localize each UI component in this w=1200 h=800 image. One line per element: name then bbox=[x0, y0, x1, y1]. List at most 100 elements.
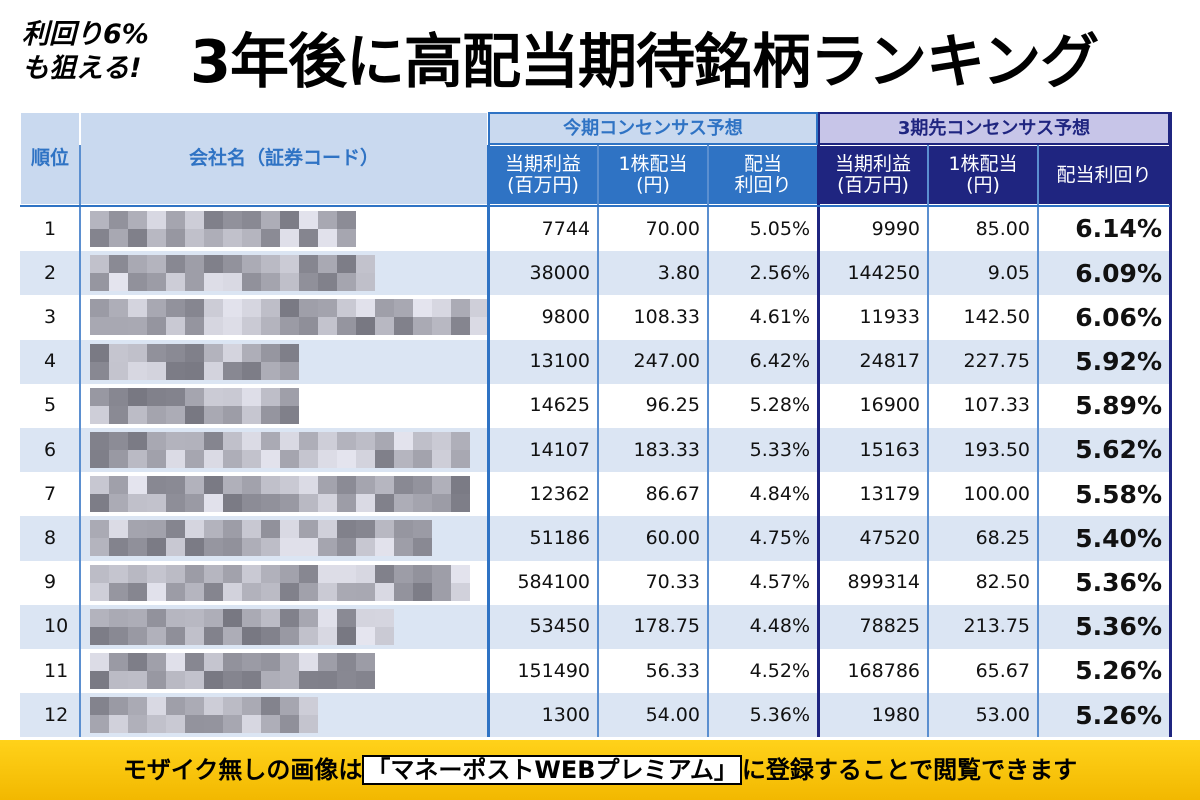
mosaic bbox=[356, 317, 375, 336]
mosaic bbox=[147, 671, 166, 689]
lead-line: も狙える! bbox=[22, 53, 142, 84]
mosaic bbox=[166, 697, 185, 716]
value: 4.84% bbox=[749, 482, 810, 505]
mosaic bbox=[261, 494, 280, 513]
mosaic bbox=[299, 653, 318, 671]
mosaic bbox=[109, 343, 128, 362]
mosaic bbox=[128, 317, 147, 336]
mosaic bbox=[299, 450, 318, 468]
mosaic bbox=[413, 494, 432, 513]
value: 227.75 bbox=[963, 350, 1030, 373]
mosaic bbox=[90, 494, 109, 513]
mosaic bbox=[223, 387, 242, 406]
mosaic bbox=[185, 317, 204, 336]
mosaic bbox=[166, 405, 185, 424]
value: 56.33 bbox=[645, 659, 700, 682]
mosaic bbox=[261, 564, 280, 583]
mosaic bbox=[318, 520, 337, 539]
mosaic bbox=[242, 343, 261, 362]
mosaic bbox=[432, 476, 451, 495]
mosaic bbox=[299, 211, 318, 229]
mosaic bbox=[166, 343, 185, 362]
mosaic bbox=[280, 317, 299, 336]
rank: 11 bbox=[44, 659, 69, 682]
value: 4.75% bbox=[749, 527, 810, 550]
value: 142.50 bbox=[963, 306, 1030, 329]
mosaic bbox=[337, 608, 356, 627]
mosaic bbox=[166, 476, 185, 495]
yield: 5.36% bbox=[1075, 612, 1162, 642]
mosaic bbox=[375, 564, 394, 583]
mosaic bbox=[90, 317, 109, 336]
yield: 5.62% bbox=[1075, 435, 1162, 465]
mosaic bbox=[261, 361, 280, 380]
mosaic bbox=[280, 229, 299, 247]
mosaic bbox=[299, 317, 318, 336]
mosaic bbox=[337, 299, 356, 318]
mosaic bbox=[128, 387, 147, 406]
mosaic bbox=[242, 697, 261, 716]
mosaic bbox=[185, 671, 204, 689]
mosaic bbox=[375, 608, 394, 627]
mosaic bbox=[109, 538, 128, 557]
mosaic bbox=[337, 255, 356, 274]
mosaic bbox=[261, 299, 280, 318]
mosaic bbox=[242, 626, 261, 645]
value: 3.80 bbox=[657, 261, 700, 284]
mosaic bbox=[204, 608, 223, 627]
value: 86.67 bbox=[645, 482, 700, 505]
mosaic bbox=[204, 520, 223, 539]
column-header-line: 利回り bbox=[734, 174, 792, 196]
mosaic bbox=[204, 405, 223, 424]
value: 144250 bbox=[847, 261, 920, 284]
mosaic bbox=[90, 715, 109, 734]
mosaic bbox=[394, 299, 413, 318]
mosaic bbox=[242, 255, 261, 274]
value: 247.00 bbox=[633, 350, 700, 373]
mosaic bbox=[318, 608, 337, 627]
mosaic bbox=[356, 538, 375, 557]
mosaic bbox=[318, 538, 337, 557]
mosaic bbox=[337, 273, 356, 292]
mosaic bbox=[90, 432, 109, 450]
mosaic bbox=[242, 361, 261, 380]
mosaic bbox=[147, 432, 166, 450]
mosaic bbox=[432, 317, 451, 336]
value: 68.25 bbox=[975, 527, 1030, 550]
value: 193.50 bbox=[963, 438, 1030, 461]
mosaic bbox=[185, 211, 204, 229]
mosaic bbox=[299, 476, 318, 495]
mosaic bbox=[90, 211, 109, 229]
mosaic bbox=[109, 299, 128, 318]
value: 9800 bbox=[541, 306, 590, 329]
mosaic bbox=[451, 494, 470, 513]
mosaic bbox=[128, 450, 147, 468]
mosaic bbox=[166, 211, 185, 229]
mosaic bbox=[128, 608, 147, 627]
mosaic bbox=[204, 476, 223, 495]
mosaic bbox=[185, 476, 204, 495]
mosaic bbox=[166, 229, 185, 247]
value: 168786 bbox=[847, 659, 920, 682]
column-line bbox=[707, 145, 709, 738]
mosaic bbox=[204, 538, 223, 557]
mosaic bbox=[223, 520, 242, 539]
mosaic bbox=[337, 494, 356, 513]
value: 65.67 bbox=[975, 659, 1030, 682]
mosaic bbox=[204, 582, 223, 601]
column-header: 1株配当 (円) bbox=[598, 145, 708, 205]
mosaic bbox=[128, 564, 147, 583]
mosaic bbox=[166, 273, 185, 292]
mosaic bbox=[147, 317, 166, 336]
mosaic bbox=[299, 520, 318, 539]
column-header-line: (百万円) bbox=[507, 174, 579, 196]
value: 213.75 bbox=[963, 615, 1030, 638]
mosaic bbox=[204, 450, 223, 468]
rank: 9 bbox=[44, 571, 57, 594]
value: 54.00 bbox=[645, 703, 700, 726]
mosaic bbox=[90, 564, 109, 583]
mosaic bbox=[90, 671, 109, 689]
mosaic bbox=[128, 538, 147, 557]
mosaic bbox=[147, 476, 166, 495]
